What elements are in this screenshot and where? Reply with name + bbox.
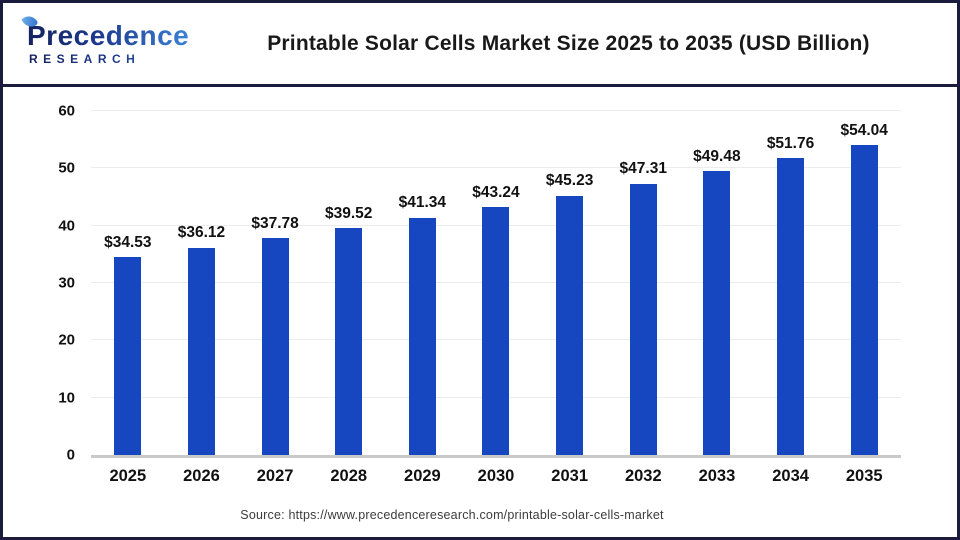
brand-subtitle: RESEARCH xyxy=(27,52,198,66)
brand-logo: Precedence RESEARCH xyxy=(3,12,198,66)
source-text: Source: https://www.precedenceresearch.c… xyxy=(240,508,664,522)
bar-slot: $51.76 xyxy=(754,111,828,455)
bar-value-label: $49.48 xyxy=(693,147,741,165)
bar-value-label: $36.12 xyxy=(177,224,226,242)
y-tick-label: 20 xyxy=(58,331,75,349)
y-axis: 0 10 20 30 40 50 60 xyxy=(3,104,91,463)
y-tick-label: 60 xyxy=(58,102,75,120)
brand-name: Precedence xyxy=(27,19,190,51)
chart-section: 0 10 20 30 40 50 60 $34.53 $36.12 $37.78 $39.52 $4… xyxy=(3,87,957,537)
bar xyxy=(114,257,142,455)
y-tick-label: 40 xyxy=(58,217,75,235)
bar-value-label: $45.23 xyxy=(545,172,594,190)
bar-slot: $54.04 xyxy=(827,111,901,455)
bar xyxy=(556,195,584,455)
x-tick-label: 2028 xyxy=(330,467,368,485)
plot-row: 0 10 20 30 40 50 60 $34.53 $36.12 $37.78 $39.52 $4… xyxy=(3,104,901,463)
x-tick-label: 2027 xyxy=(256,467,294,485)
bar-value-label: $43.24 xyxy=(472,183,520,201)
bar xyxy=(335,228,363,455)
y-tick-label: 10 xyxy=(58,389,75,407)
bar xyxy=(777,158,805,455)
gridline xyxy=(91,167,901,169)
bar-value-label: $51.76 xyxy=(766,134,815,152)
brand-name-row: Precedence xyxy=(21,12,198,51)
bar-value-label: $37.78 xyxy=(251,214,299,232)
bar-slot: $49.48 xyxy=(680,111,754,455)
bar xyxy=(703,171,731,455)
x-tick-label: 2032 xyxy=(624,467,662,485)
x-tick-label: 2026 xyxy=(183,467,220,485)
bar xyxy=(629,183,657,455)
bar-slot: $43.24 xyxy=(459,111,533,455)
bar xyxy=(187,247,215,455)
bar-slot: $45.23 xyxy=(533,111,607,455)
bar-slot: $41.34 xyxy=(386,111,460,455)
bar-value-label: $39.52 xyxy=(325,204,373,222)
bar-slot: $39.52 xyxy=(312,111,386,455)
x-tick-label: 2035 xyxy=(845,467,883,485)
x-tick-label: 2029 xyxy=(404,467,441,485)
x-tick-label: 2025 xyxy=(109,467,147,485)
bar-slot: $47.31 xyxy=(606,111,680,455)
bar xyxy=(408,217,436,455)
bar-value-label: $47.31 xyxy=(619,160,667,178)
bar-value-label: $41.34 xyxy=(398,194,447,212)
bar xyxy=(850,145,878,455)
title-area: Printable Solar Cells Market Size 2025 t… xyxy=(198,32,957,56)
bar-slot: $36.12 xyxy=(165,111,239,455)
bar-slot: $34.53 xyxy=(91,111,165,455)
plot-area: $34.53 $36.12 $37.78 $39.52 $41.34 $43.24 $45.… xyxy=(91,110,901,458)
gridline xyxy=(91,110,901,111)
bar xyxy=(482,207,510,455)
bar xyxy=(261,238,289,455)
y-tick-label: 0 xyxy=(66,446,75,464)
y-tick-label: 30 xyxy=(58,274,75,292)
x-tick-label: 2033 xyxy=(698,467,736,485)
x-tick-label: 2034 xyxy=(772,467,809,485)
bar-value-label: $34.53 xyxy=(104,233,152,251)
y-tick-label: 50 xyxy=(58,159,75,177)
x-tick-label: 2030 xyxy=(477,467,515,485)
x-axis-labels: 2025 2026 2027 2028 2029 2030 2031 2032 2033 2034… xyxy=(91,458,901,486)
header: Precedence RESEARCH Printable Solar Cell… xyxy=(3,3,957,87)
page-title: Printable Solar Cells Market Size 2025 t… xyxy=(267,31,870,55)
bar-value-label: $54.04 xyxy=(840,121,888,139)
x-tick-label: 2031 xyxy=(551,467,589,485)
bar-slot: $37.78 xyxy=(238,111,312,455)
